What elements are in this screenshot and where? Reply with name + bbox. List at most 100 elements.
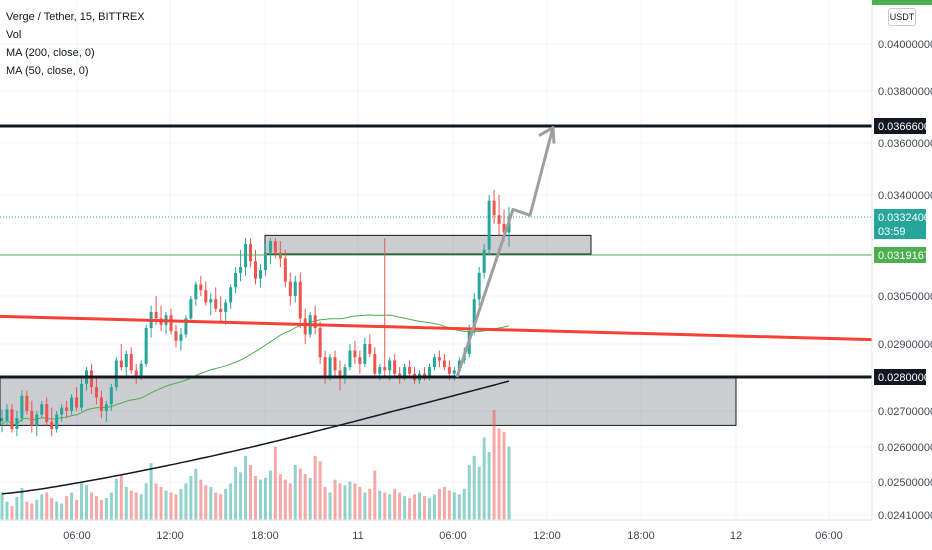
candle-body [373, 353, 377, 374]
volume-bar [328, 492, 332, 520]
volume-bar [308, 477, 312, 520]
volume-bar [423, 496, 426, 520]
candle-body [437, 357, 441, 361]
volume-bar [99, 499, 103, 520]
candle-body [298, 281, 302, 319]
price-tick-label: 0.03050000 [878, 291, 932, 303]
volume-bar [502, 432, 506, 520]
candle-body [348, 350, 352, 368]
volume-bar [408, 498, 412, 520]
indicator-ma50[interactable]: MA (50, close, 0) [6, 65, 89, 77]
volume-bar [293, 465, 297, 520]
price-tick-label: 0.02500000 [878, 477, 932, 489]
drawings[interactable] [455, 126, 556, 378]
candle-body [313, 315, 317, 328]
volume-bar [149, 463, 153, 520]
candle-body [169, 315, 173, 332]
price-tick-label: 0.02900000 [878, 339, 932, 351]
candle-body [214, 299, 218, 309]
volume-bar [65, 496, 69, 520]
time-axis[interactable]: 06:00 12:00 18:00 11 06:00 12:00 18:00 12 06:00 [0, 519, 872, 542]
volume-bar [224, 488, 228, 520]
candle-body [134, 370, 138, 377]
volume-bar [358, 487, 362, 520]
volume-bar [368, 488, 372, 520]
volume-bar [378, 490, 382, 520]
volume-bar [5, 501, 9, 520]
volume-bar [179, 488, 183, 520]
candle-body [244, 243, 248, 268]
candle-body [487, 200, 491, 250]
volume-bar [432, 494, 436, 520]
volume-bar [164, 490, 168, 520]
candle-body [55, 414, 59, 429]
volume-bar [189, 476, 193, 520]
candle-body [388, 360, 392, 371]
volume-bar [15, 497, 19, 520]
green-level-label: 0.03191679 [878, 250, 932, 262]
candle-body [35, 414, 39, 426]
volume-bar [70, 492, 74, 520]
candle-body [423, 373, 426, 377]
symbol-title[interactable]: Verge / Tether, 15, BITTREX [6, 11, 145, 23]
volume-bar [393, 488, 397, 520]
candle-body [104, 404, 108, 411]
volume-bar [418, 492, 422, 520]
candle-body [427, 367, 431, 377]
resistance-label: 0.03666005 [878, 121, 932, 133]
candle-body [70, 397, 74, 411]
candle-body [234, 272, 238, 288]
candle-body [65, 407, 69, 411]
volume-bar [263, 477, 267, 520]
candle-body [442, 360, 446, 368]
indicator-ma200[interactable]: MA (200, close, 0) [6, 47, 95, 59]
indicator-vol[interactable]: Vol [6, 29, 22, 41]
candle-body [502, 223, 506, 233]
volume-bar [507, 446, 511, 520]
candle-body [263, 252, 267, 270]
price-axis[interactable]: 0.04000000 0.03800000 0.03600000 0.03400000… [871, 0, 932, 522]
volume-bar [348, 481, 352, 520]
volume-bar [497, 428, 501, 520]
volume-bar [254, 476, 257, 520]
currency-unit-button[interactable]: USDT [888, 8, 916, 26]
support-label: 0.02800000 [878, 372, 932, 384]
volume-bar [55, 501, 59, 520]
volume-bar [174, 494, 178, 520]
volume-bar [482, 437, 486, 520]
candle-body [174, 331, 178, 341]
volume-bar [283, 479, 287, 520]
volume-bar [467, 465, 471, 520]
volume-bar [298, 468, 302, 520]
time-tick-label: 12 [730, 530, 742, 542]
time-tick-label: 06:00 [439, 530, 467, 542]
candle-body [144, 328, 148, 364]
ma200-line [1, 380, 510, 495]
candle-body [249, 243, 253, 262]
candle-body [492, 200, 496, 216]
candle-body [258, 269, 262, 279]
time-tick-label: 18:00 [627, 530, 655, 542]
price-tick-label: 0.02700000 [878, 406, 932, 418]
candle-body [50, 421, 54, 429]
candle-body [368, 344, 372, 354]
volume-bar [313, 455, 317, 520]
candle-body [89, 370, 93, 388]
volume-bar [25, 501, 29, 520]
candle-body [80, 383, 84, 408]
horizontal-levels[interactable] [0, 124, 873, 379]
time-tick-label: 06:00 [63, 530, 91, 542]
price-tick-label: 0.03400000 [878, 190, 932, 202]
volume-bar [268, 470, 272, 520]
candle-body [328, 357, 332, 377]
volume-bar [472, 455, 476, 520]
candle-body [139, 363, 143, 377]
volume-bar [452, 492, 456, 520]
candle-body [25, 395, 29, 411]
candle-body [363, 344, 367, 364]
volume-bar [80, 483, 84, 520]
volume-bar [492, 410, 496, 520]
volume-bar [244, 455, 248, 520]
time-tick-label: 11 [352, 530, 363, 542]
